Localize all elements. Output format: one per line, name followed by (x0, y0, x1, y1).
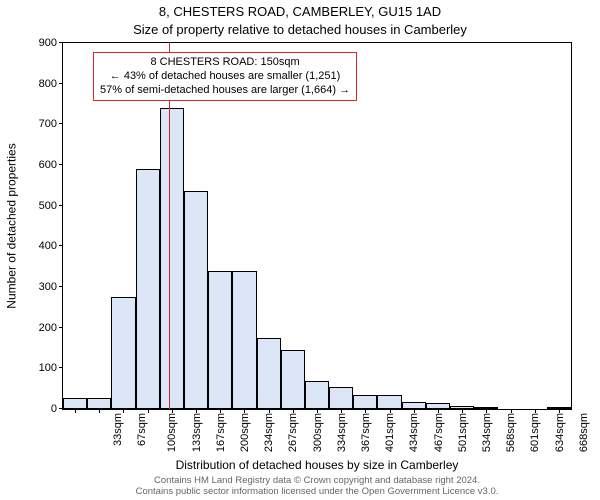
x-tick-mark (414, 409, 415, 413)
x-tick-label: 534sqm (481, 413, 493, 452)
y-tick-label: 400 (39, 240, 63, 252)
x-tick-label: 100sqm (167, 413, 179, 452)
x-tick-label: 67sqm (136, 413, 148, 446)
plot-area: 8 CHESTERS ROAD: 150sqm ← 43% of detache… (62, 42, 572, 410)
x-tick-mark (438, 409, 439, 413)
bar (184, 191, 208, 409)
figure: 8, CHESTERS ROAD, CAMBERLEY, GU15 1AD Si… (0, 0, 600, 500)
x-tick-label: 167sqm (215, 413, 227, 452)
y-tick-mark (59, 42, 63, 43)
x-tick-label: 501sqm (457, 413, 469, 452)
x-tick-mark (317, 409, 318, 413)
x-tick-label: 33sqm (112, 413, 124, 446)
annotation-line-2: ← 43% of detached houses are smaller (1,… (100, 70, 350, 84)
chart-title-sub: Size of property relative to detached ho… (0, 22, 600, 37)
footer-line-2: Contains public sector information licen… (62, 487, 572, 498)
x-tick-mark (172, 409, 173, 413)
x-tick-mark (559, 409, 560, 413)
y-tick-mark (59, 123, 63, 124)
x-tick-mark (220, 409, 221, 413)
chart-title-main: 8, CHESTERS ROAD, CAMBERLEY, GU15 1AD (0, 4, 600, 19)
bar (305, 381, 329, 409)
y-tick-label: 900 (39, 37, 63, 49)
x-tick-mark (123, 409, 124, 413)
bar (402, 402, 426, 409)
x-tick-label: 300sqm (312, 413, 324, 452)
y-tick-mark (59, 83, 63, 84)
x-tick-label: 668sqm (578, 413, 590, 452)
x-tick-label: 234sqm (263, 413, 275, 452)
y-tick-label: 0 (51, 403, 63, 415)
y-tick-mark (59, 286, 63, 287)
y-tick-label: 500 (39, 200, 63, 212)
y-tick-mark (59, 367, 63, 368)
x-tick-label: 334sqm (336, 413, 348, 452)
x-tick-label: 467sqm (433, 413, 445, 452)
x-tick-label: 401sqm (384, 413, 396, 452)
x-tick-label: 367sqm (360, 413, 372, 452)
x-tick-label: 601sqm (529, 413, 541, 452)
y-tick-label: 300 (39, 281, 63, 293)
x-tick-mark (486, 409, 487, 413)
bar (232, 271, 256, 409)
bar (208, 271, 232, 409)
annotation-line-3: 57% of semi-detached houses are larger (… (100, 84, 350, 98)
bar (281, 350, 305, 409)
annotation-line-1: 8 CHESTERS ROAD: 150sqm (100, 56, 350, 70)
y-tick-mark (59, 327, 63, 328)
x-tick-label: 133sqm (191, 413, 203, 452)
x-tick-mark (341, 409, 342, 413)
bar (377, 395, 401, 409)
x-tick-mark (390, 409, 391, 413)
bar (257, 338, 281, 409)
y-tick-label: 800 (39, 78, 63, 90)
y-tick-label: 100 (39, 362, 63, 374)
x-tick-mark (244, 409, 245, 413)
x-tick-mark (269, 409, 270, 413)
x-tick-mark (148, 409, 149, 413)
bar (136, 169, 160, 409)
x-tick-label: 568sqm (505, 413, 517, 452)
x-tick-mark (511, 409, 512, 413)
annotation-box: 8 CHESTERS ROAD: 150sqm ← 43% of detache… (93, 52, 357, 101)
x-tick-label: 434sqm (409, 413, 421, 452)
x-tick-mark (196, 409, 197, 413)
x-tick-label: 200sqm (239, 413, 251, 452)
y-tick-mark (59, 205, 63, 206)
y-tick-label: 700 (39, 118, 63, 130)
y-axis-label: Number of detached properties (4, 0, 20, 452)
x-tick-mark (365, 409, 366, 413)
bar (87, 398, 111, 409)
bar (111, 297, 135, 409)
y-tick-mark (59, 164, 63, 165)
x-tick-mark (99, 409, 100, 413)
bar (160, 108, 184, 409)
x-tick-mark (75, 409, 76, 413)
x-tick-label: 634sqm (554, 413, 566, 452)
y-tick-label: 600 (39, 159, 63, 171)
bar (329, 387, 353, 409)
x-tick-mark (462, 409, 463, 413)
footer-attribution: Contains HM Land Registry data © Crown c… (62, 476, 572, 498)
bar (63, 398, 87, 409)
y-tick-mark (59, 245, 63, 246)
y-tick-label: 200 (39, 322, 63, 334)
x-tick-label: 267sqm (288, 413, 300, 452)
bar (353, 395, 377, 409)
x-tick-mark (535, 409, 536, 413)
x-axis-label: Distribution of detached houses by size … (62, 458, 572, 472)
x-tick-mark (293, 409, 294, 413)
